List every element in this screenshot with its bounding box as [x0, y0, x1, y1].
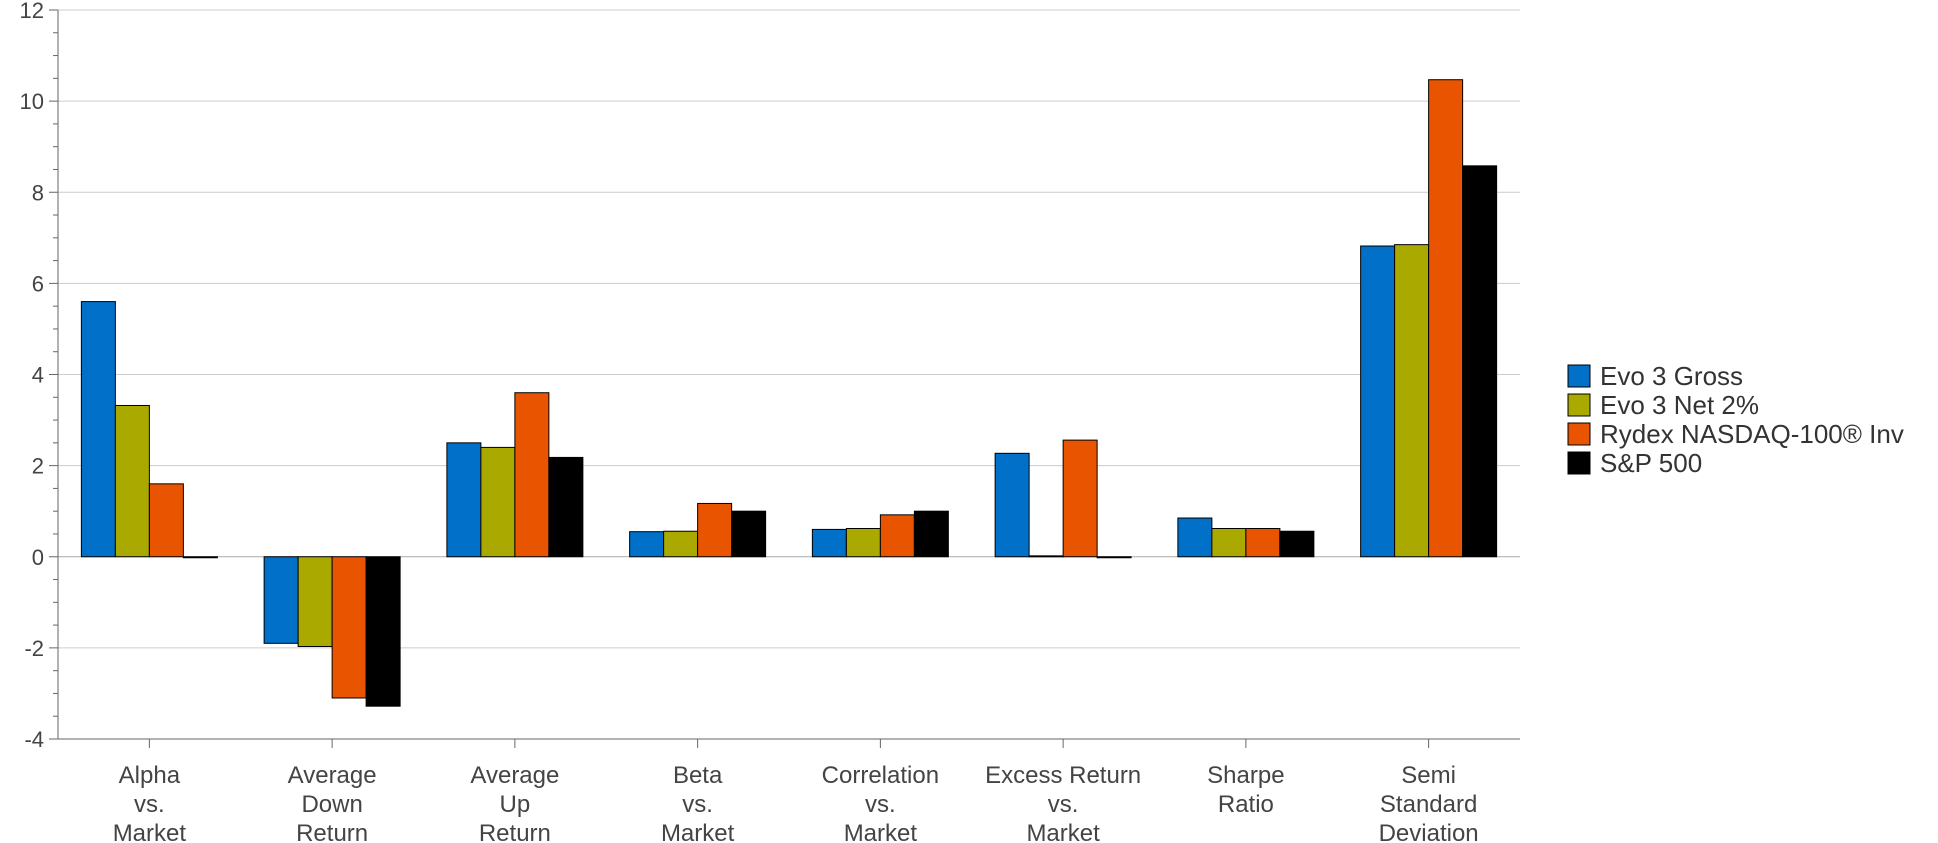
x-tick-label-line: Correlation — [822, 762, 939, 789]
x-tick-label-line: Market — [661, 820, 735, 843]
x-tick-label-line: Market — [844, 820, 918, 843]
x-tick-label-line: Excess Return — [985, 762, 1141, 789]
legend-swatch — [1567, 393, 1591, 417]
bar-evo-3-gross — [1177, 517, 1213, 558]
bar-evo-3-net-2 — [663, 530, 699, 558]
x-tick-label-line: vs. — [682, 791, 713, 818]
y-tick-label: 4 — [32, 363, 44, 388]
x-tick-label: Beta vs. Market — [661, 762, 735, 843]
bar-rydex-nasdaq-100-inv — [514, 392, 550, 558]
x-tick-label-line: Sharpe — [1207, 762, 1284, 789]
x-tick-label-line: Beta — [673, 762, 723, 789]
bar-evo-3-net-2 — [1028, 555, 1064, 558]
bar-rydex-nasdaq-100-inv — [331, 556, 367, 699]
bar-evo-3-gross — [1360, 245, 1396, 558]
bar-evo-3-net-2 — [845, 528, 881, 558]
bar-evo-3-net-2 — [480, 446, 516, 558]
y-axis: -4 -2 0 2 4 6 8 10 12 — [20, 0, 59, 752]
bar-s-p-500 — [548, 456, 584, 558]
x-tick-label-line: Down — [301, 791, 362, 818]
x-tick-label: Alpha vs. Market — [113, 762, 187, 843]
bar-evo-3-gross — [446, 442, 482, 558]
bar-rydex-nasdaq-100-inv — [148, 483, 184, 558]
x-tick-label-line: Return — [479, 820, 551, 843]
y-tick-label: -4 — [24, 727, 44, 752]
bar-evo-3-gross — [263, 556, 299, 644]
bar-evo-3-gross — [629, 531, 665, 558]
bar-s-p-500 — [365, 556, 401, 707]
y-tick-label: 10 — [20, 89, 44, 114]
bar-evo-3-net-2 — [1394, 244, 1430, 558]
bar-s-p-500 — [1462, 165, 1498, 558]
bar-s-p-500 — [182, 556, 218, 559]
bar-s-p-500 — [1279, 530, 1315, 558]
x-tick-label-line: Average — [470, 762, 559, 789]
y-tick-label: 12 — [20, 0, 44, 23]
x-tick-label-line: Market — [113, 820, 187, 843]
x-tick-label: Average Up Return — [470, 762, 559, 843]
bar-evo-3-net-2 — [114, 404, 150, 558]
x-tick-label: Semi Standard Deviation — [1379, 762, 1479, 843]
bar-s-p-500 — [731, 510, 767, 558]
legend-label: S&P 500 — [1600, 448, 1702, 478]
bar-evo-3-gross — [994, 452, 1030, 558]
bar-s-p-500 — [913, 510, 949, 558]
x-tick-label: Correlation vs. Market — [822, 762, 939, 843]
legend-label: Evo 3 Net 2% — [1600, 390, 1759, 420]
x-tick-label-line: Return — [296, 820, 368, 843]
legend-swatch — [1567, 364, 1591, 388]
legend-label: Evo 3 Gross — [1600, 361, 1743, 391]
legend-swatch — [1567, 451, 1591, 475]
x-tick-label-line: Alpha — [119, 762, 181, 789]
bar-evo-3-net-2 — [297, 556, 333, 648]
x-tick-label-line: Deviation — [1379, 820, 1479, 843]
x-tick-label: Sharpe Ratio — [1207, 762, 1284, 818]
x-tick-label-line: vs. — [1048, 791, 1079, 818]
x-tick-label-line: Average — [288, 762, 377, 789]
x-tick-label-line: Standard — [1380, 791, 1477, 818]
bars — [80, 79, 1498, 707]
bar-rydex-nasdaq-100-inv — [697, 502, 733, 558]
bar-rydex-nasdaq-100-inv — [1062, 439, 1098, 558]
x-tick-label-line: Up — [500, 791, 531, 818]
x-tick-label-line: Market — [1026, 820, 1100, 843]
bar-evo-3-gross — [80, 301, 116, 558]
y-tick-label: 6 — [32, 271, 44, 296]
x-tick-label-line: vs. — [865, 791, 896, 818]
y-tick-label: 2 — [32, 454, 44, 479]
bar-evo-3-net-2 — [1211, 528, 1247, 558]
bar-evo-3-gross — [811, 528, 847, 558]
x-tick-label: Average Down Return — [288, 762, 377, 843]
y-tick-label: 8 — [32, 180, 44, 205]
bar-rydex-nasdaq-100-inv — [1428, 79, 1464, 558]
y-tick-label: -2 — [24, 636, 44, 661]
bar-s-p-500 — [1096, 556, 1132, 559]
x-tick-label-line: vs. — [134, 791, 165, 818]
bar-rydex-nasdaq-100-inv — [1245, 528, 1281, 558]
x-tick-label-line: Semi — [1401, 762, 1456, 789]
legend-label: Rydex NASDAQ-100® Inv — [1600, 419, 1904, 449]
bar-rydex-nasdaq-100-inv — [879, 514, 915, 558]
x-tick-label-line: Ratio — [1218, 791, 1274, 818]
legend-swatch — [1567, 422, 1591, 446]
y-tick-label: 0 — [32, 545, 44, 570]
x-tick-label: Excess Return vs. Market — [985, 762, 1141, 843]
